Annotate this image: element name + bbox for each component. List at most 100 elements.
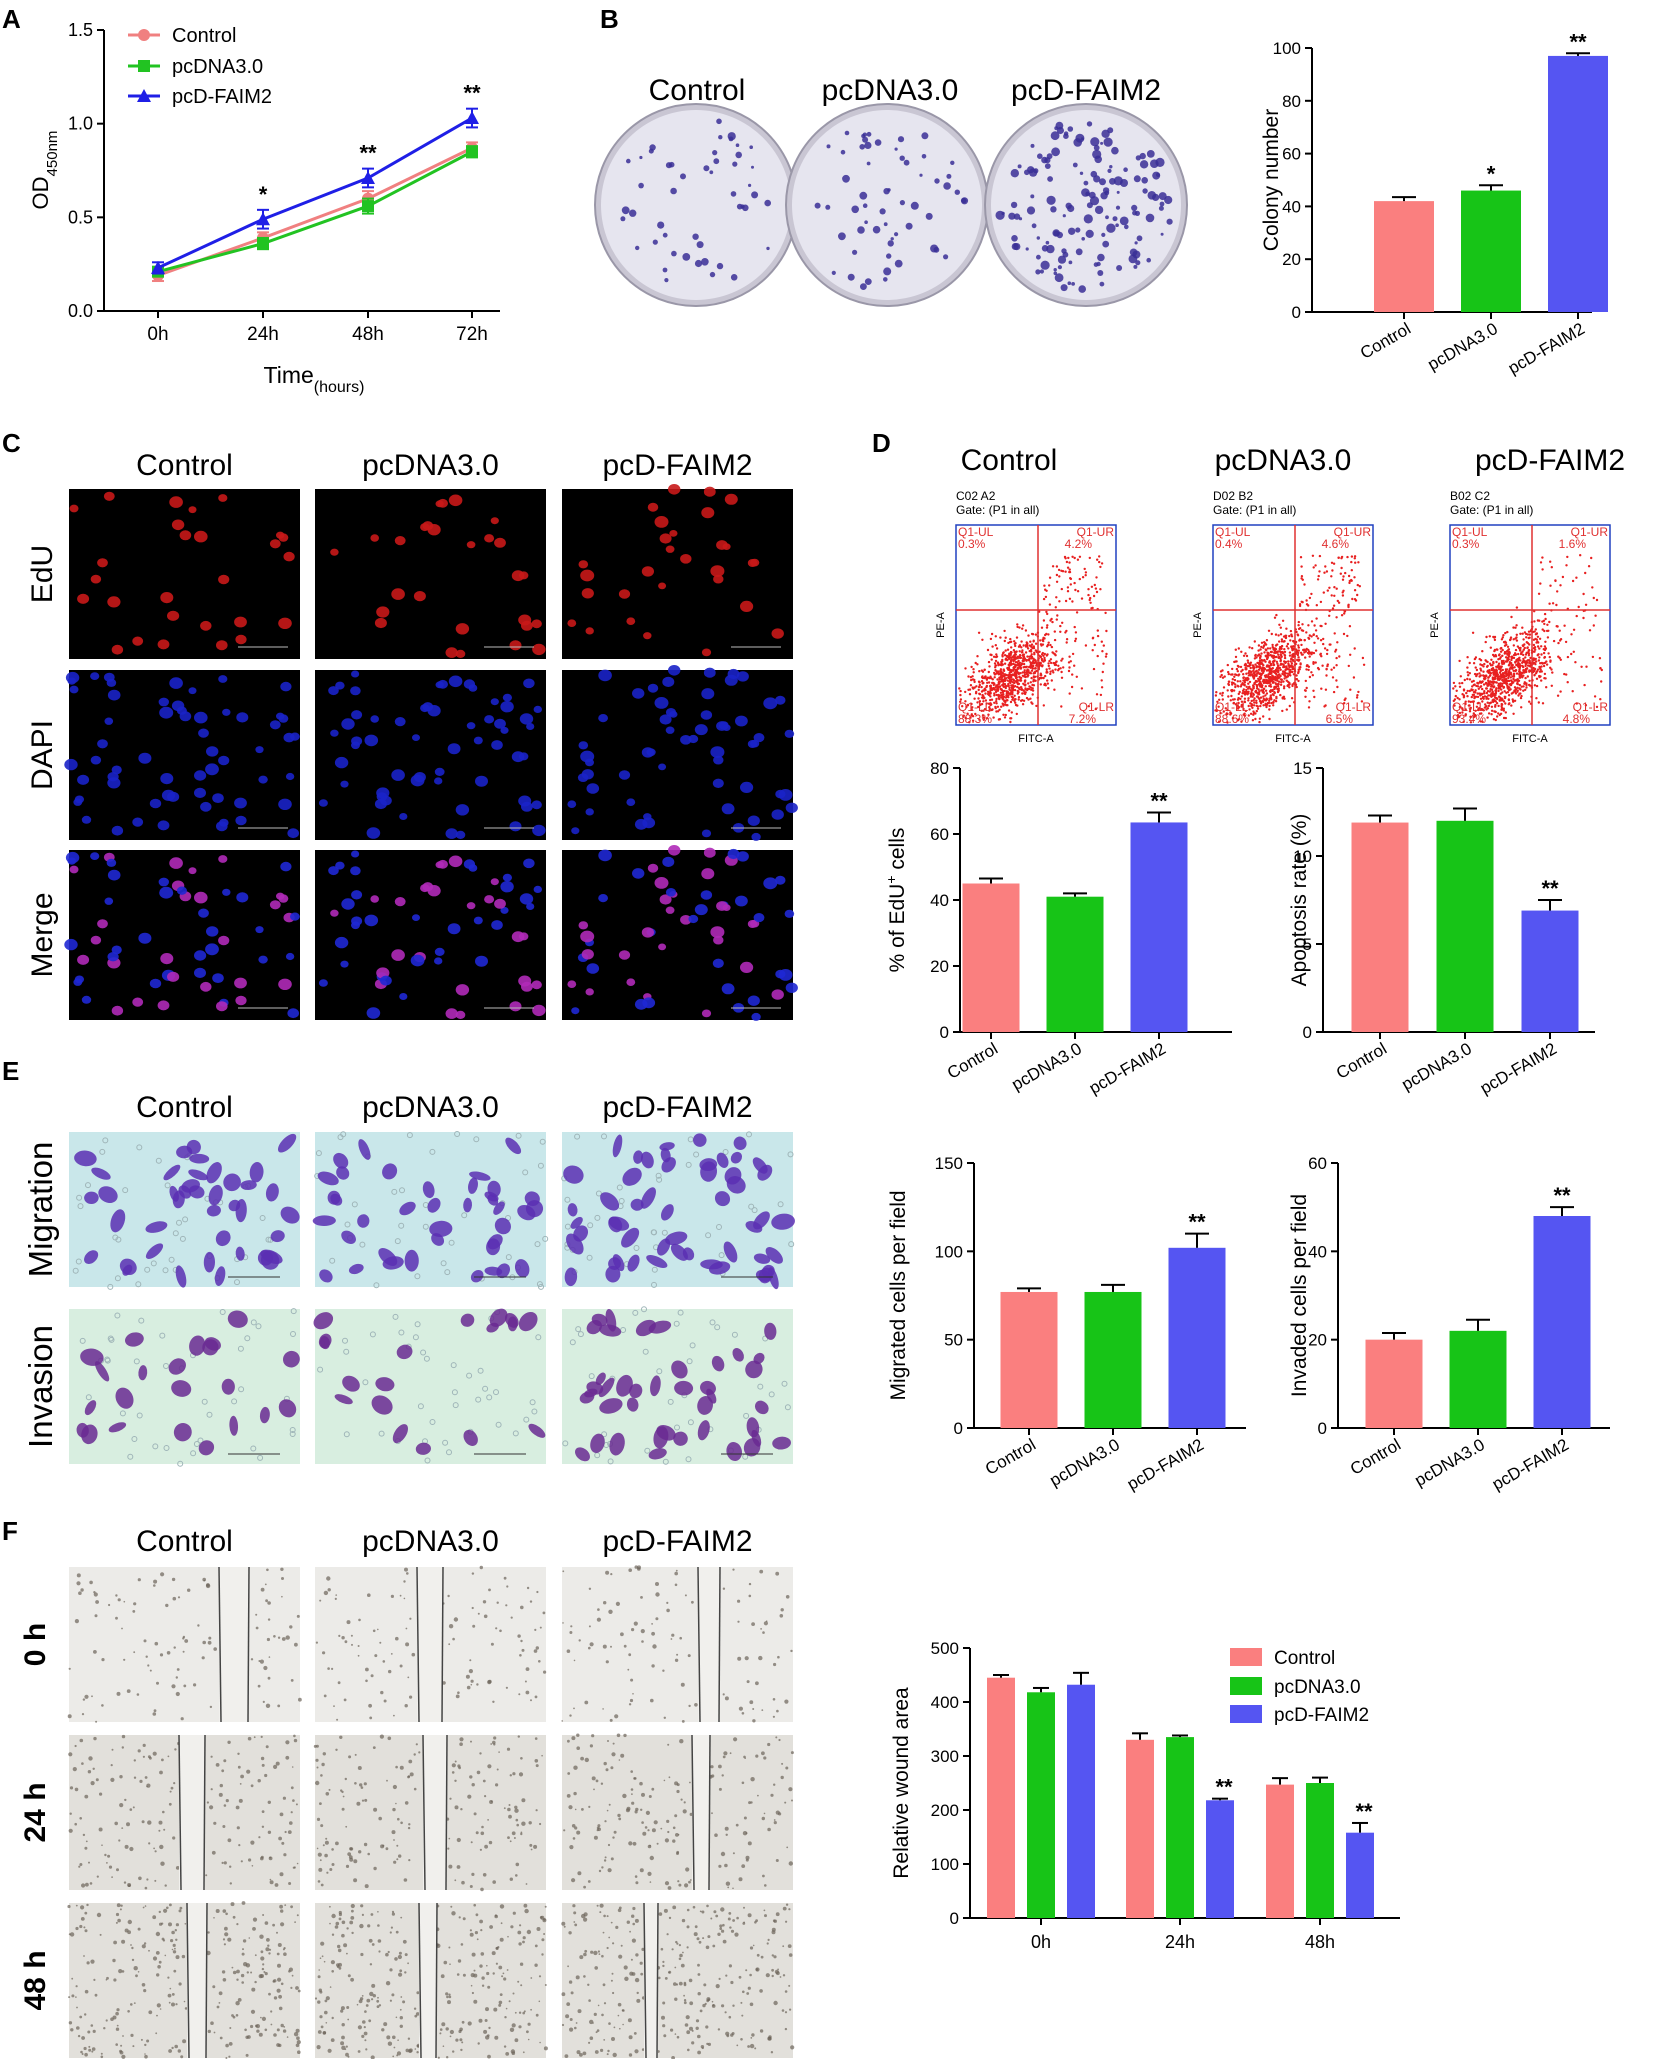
nucleus bbox=[567, 619, 577, 627]
event-dot bbox=[1240, 704, 1244, 707]
event-dot bbox=[1318, 570, 1321, 573]
cell-speck bbox=[283, 1853, 287, 1857]
event-dot bbox=[1297, 668, 1300, 671]
event-dot bbox=[1297, 649, 1301, 652]
event-dot bbox=[1584, 704, 1588, 707]
nucleus bbox=[518, 975, 532, 987]
cell-speck bbox=[81, 1713, 85, 1716]
nucleus bbox=[484, 715, 495, 724]
event-dot bbox=[1030, 653, 1033, 656]
colony bbox=[727, 132, 736, 141]
event-dot bbox=[1280, 644, 1284, 648]
cell-speck bbox=[119, 1775, 123, 1779]
membrane-pore bbox=[641, 1306, 647, 1313]
membrane-pore bbox=[661, 1229, 668, 1236]
event-dot bbox=[1540, 645, 1543, 648]
event-dot bbox=[1528, 700, 1531, 703]
event-dot bbox=[1283, 650, 1287, 654]
event-dot bbox=[1485, 691, 1489, 695]
flow-gate-label: Gate: (P1 in all) bbox=[1450, 503, 1533, 517]
dish-label: pcD-FAIM2 bbox=[1011, 74, 1161, 107]
cell-speck bbox=[237, 1752, 240, 1756]
event-dot bbox=[1221, 691, 1225, 695]
nucleus bbox=[334, 936, 349, 949]
cell-speck bbox=[72, 1767, 77, 1772]
cell-speck bbox=[84, 1694, 89, 1699]
event-dot bbox=[1481, 696, 1485, 700]
cell-speck bbox=[457, 1691, 460, 1694]
event-dot bbox=[1332, 604, 1336, 607]
nucleus bbox=[111, 1005, 124, 1016]
event-dot bbox=[1065, 638, 1069, 641]
event-dot bbox=[1298, 639, 1301, 642]
cell-speck bbox=[281, 1595, 283, 1598]
quadrant-label: Q1-UL bbox=[1215, 525, 1251, 539]
colony bbox=[864, 278, 872, 285]
event-dot bbox=[1048, 603, 1052, 606]
cell-speck bbox=[610, 1645, 612, 1648]
event-dot bbox=[1219, 675, 1222, 678]
cell-speck bbox=[784, 1699, 789, 1704]
stained-cell bbox=[470, 1270, 484, 1283]
event-dot bbox=[1485, 665, 1489, 668]
colony bbox=[1081, 237, 1085, 241]
colony bbox=[1099, 281, 1105, 287]
nucleus bbox=[434, 947, 445, 957]
event-dot bbox=[1252, 692, 1255, 695]
event-dot bbox=[1495, 687, 1498, 690]
event-dot bbox=[1220, 673, 1223, 677]
nucleus bbox=[491, 920, 503, 930]
data-point bbox=[256, 212, 270, 226]
membrane-pore bbox=[119, 1410, 126, 1417]
cell-speck bbox=[763, 1621, 769, 1626]
y-axis-label: % of EdU+ cells bbox=[883, 828, 909, 973]
nucleus bbox=[533, 705, 542, 714]
nucleus bbox=[234, 977, 247, 989]
cell-speck bbox=[337, 1681, 341, 1685]
stained-cell bbox=[671, 1360, 688, 1379]
event-dot bbox=[1078, 577, 1082, 581]
event-dot bbox=[1291, 655, 1294, 658]
event-dot bbox=[1259, 676, 1263, 679]
cell-speck bbox=[115, 1594, 118, 1597]
y-tick-label: 0 bbox=[954, 1419, 963, 1438]
event-dot bbox=[1061, 657, 1064, 660]
nucleus bbox=[710, 746, 725, 758]
cell-speck bbox=[285, 1635, 290, 1640]
event-dot bbox=[1524, 670, 1528, 674]
cell-speck bbox=[447, 1594, 450, 1598]
event-dot bbox=[1458, 715, 1461, 718]
stained-cell bbox=[163, 1164, 181, 1181]
nucleus bbox=[526, 723, 535, 730]
event-dot bbox=[1247, 697, 1250, 700]
event-dot bbox=[1479, 667, 1482, 670]
event-dot bbox=[1265, 681, 1268, 685]
event-dot bbox=[1549, 584, 1552, 587]
event-dot bbox=[1305, 668, 1308, 671]
event-dot bbox=[1515, 606, 1519, 609]
event-dot bbox=[1094, 707, 1098, 711]
data-point bbox=[466, 145, 478, 158]
event-dot bbox=[1226, 708, 1229, 712]
event-dot bbox=[1566, 681, 1569, 684]
event-dot bbox=[1277, 634, 1280, 637]
event-dot bbox=[1017, 679, 1020, 682]
membrane-pore bbox=[574, 1133, 581, 1140]
event-dot bbox=[995, 647, 999, 650]
event-dot bbox=[1252, 687, 1255, 690]
cell-speck bbox=[154, 1879, 157, 1882]
event-dot bbox=[1349, 653, 1352, 656]
event-dot bbox=[1042, 676, 1045, 680]
event-dot bbox=[1047, 664, 1051, 668]
event-dot bbox=[1570, 633, 1573, 636]
event-dot bbox=[1303, 651, 1306, 654]
event-dot bbox=[1550, 668, 1553, 671]
event-dot bbox=[959, 698, 963, 701]
event-dot bbox=[1236, 707, 1240, 710]
cell-speck bbox=[383, 1699, 387, 1703]
event-dot bbox=[1283, 653, 1286, 656]
cell-speck bbox=[405, 1627, 408, 1630]
event-dot bbox=[1483, 690, 1486, 693]
event-dot bbox=[1524, 667, 1528, 671]
event-dot bbox=[1497, 689, 1500, 693]
